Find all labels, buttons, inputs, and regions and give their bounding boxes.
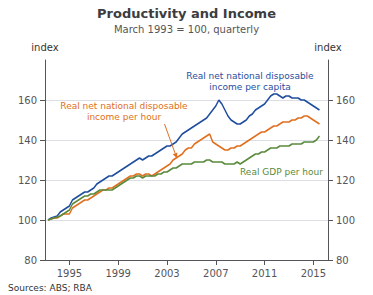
svg-text:March 1993 = 100, quarterly: March 1993 = 100, quarterly: [114, 24, 259, 35]
svg-text:160: 160: [336, 95, 355, 106]
svg-text:80: 80: [336, 255, 349, 266]
svg-text:2011: 2011: [252, 268, 277, 279]
svg-text:140: 140: [18, 135, 37, 146]
svg-text:120: 120: [336, 175, 355, 186]
svg-text:1999: 1999: [105, 268, 130, 279]
svg-text:income per capita: income per capita: [209, 82, 290, 92]
svg-text:2015: 2015: [301, 268, 326, 279]
svg-text:160: 160: [18, 95, 37, 106]
svg-text:140: 140: [336, 135, 355, 146]
svg-text:Sources: ABS; RBA: Sources: ABS; RBA: [8, 283, 93, 293]
svg-text:index: index: [314, 42, 341, 53]
svg-text:2003: 2003: [154, 268, 179, 279]
svg-text:income per hour: income per hour: [87, 112, 162, 122]
svg-text:1995: 1995: [57, 268, 82, 279]
svg-text:index: index: [31, 42, 58, 53]
svg-text:80: 80: [24, 255, 37, 266]
svg-text:Productivity and Income: Productivity and Income: [97, 6, 276, 21]
svg-text:120: 120: [18, 175, 37, 186]
svg-text:Real GDP per hour: Real GDP per hour: [240, 167, 323, 177]
svg-text:Real net national disposable: Real net national disposable: [60, 101, 188, 111]
svg-text:Real net national disposable: Real net national disposable: [186, 71, 314, 81]
svg-text:100: 100: [336, 215, 355, 226]
svg-text:2007: 2007: [203, 268, 228, 279]
svg-text:100: 100: [18, 215, 37, 226]
